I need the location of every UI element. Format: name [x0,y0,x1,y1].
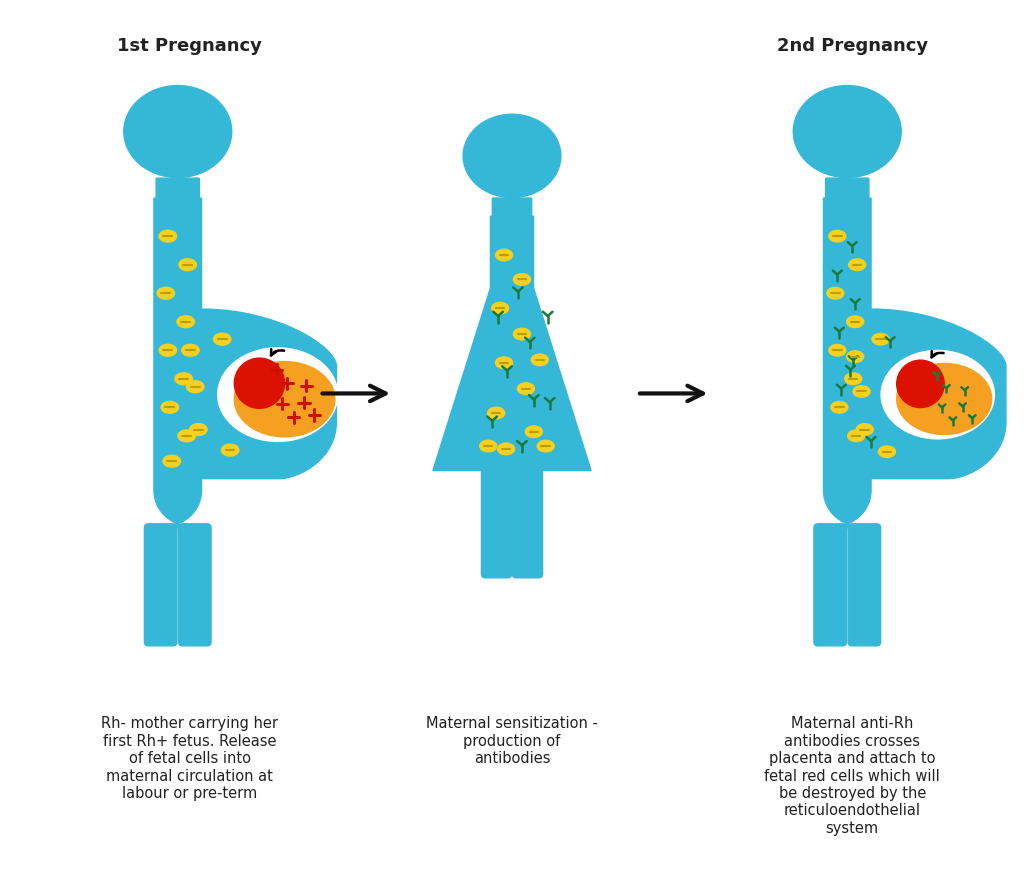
Ellipse shape [848,430,864,441]
Ellipse shape [538,440,554,452]
Ellipse shape [218,348,338,441]
Ellipse shape [498,443,514,455]
FancyBboxPatch shape [178,524,211,646]
Ellipse shape [159,230,176,242]
FancyBboxPatch shape [144,524,177,646]
Text: Rh- mother carrying her
first Rh+ fetus. Release
of fetal cells into
maternal ci: Rh- mother carrying her first Rh+ fetus.… [101,716,279,801]
Circle shape [897,360,944,408]
Text: 2nd Pregnancy: 2nd Pregnancy [776,38,928,56]
FancyBboxPatch shape [848,524,881,646]
Ellipse shape [872,333,889,345]
Ellipse shape [849,259,865,270]
Ellipse shape [186,381,204,393]
Ellipse shape [879,446,895,457]
FancyBboxPatch shape [481,467,512,578]
FancyBboxPatch shape [814,524,847,646]
Ellipse shape [847,351,863,362]
Ellipse shape [177,315,195,328]
FancyBboxPatch shape [493,198,531,220]
Ellipse shape [479,440,497,452]
Ellipse shape [828,344,846,356]
Circle shape [234,358,285,408]
Text: Maternal anti-Rh
antibodies crosses
placenta and attach to
fetal red cells which: Maternal anti-Rh antibodies crosses plac… [764,716,940,836]
Ellipse shape [517,383,535,395]
PathPatch shape [154,198,337,528]
PathPatch shape [433,216,591,470]
Ellipse shape [221,444,239,456]
Ellipse shape [175,373,193,385]
Ellipse shape [213,333,230,345]
Ellipse shape [492,302,509,314]
Text: Maternal sensitization -
production of
antibodies: Maternal sensitization - production of a… [426,716,598,766]
Ellipse shape [189,424,207,435]
Ellipse shape [234,361,335,437]
Ellipse shape [830,402,848,413]
FancyBboxPatch shape [512,467,543,578]
Ellipse shape [845,373,862,385]
Ellipse shape [496,249,513,261]
Ellipse shape [487,407,505,418]
FancyBboxPatch shape [156,178,200,203]
Ellipse shape [124,85,231,177]
Ellipse shape [179,259,197,270]
Ellipse shape [856,424,873,435]
Ellipse shape [463,115,561,197]
Ellipse shape [853,386,870,397]
Ellipse shape [513,274,530,285]
Ellipse shape [163,455,180,467]
Ellipse shape [897,363,991,434]
Text: 1st Pregnancy: 1st Pregnancy [117,38,262,56]
Ellipse shape [794,85,901,177]
Ellipse shape [881,351,994,439]
Ellipse shape [513,329,530,340]
Ellipse shape [531,354,548,366]
PathPatch shape [823,198,1006,528]
Ellipse shape [496,357,513,368]
Ellipse shape [525,426,543,438]
Ellipse shape [161,402,178,413]
FancyBboxPatch shape [825,178,869,203]
Ellipse shape [847,316,863,328]
Ellipse shape [157,287,174,300]
Ellipse shape [181,344,199,356]
Ellipse shape [159,344,176,356]
Ellipse shape [826,287,844,299]
Ellipse shape [828,230,846,242]
Ellipse shape [178,430,196,441]
